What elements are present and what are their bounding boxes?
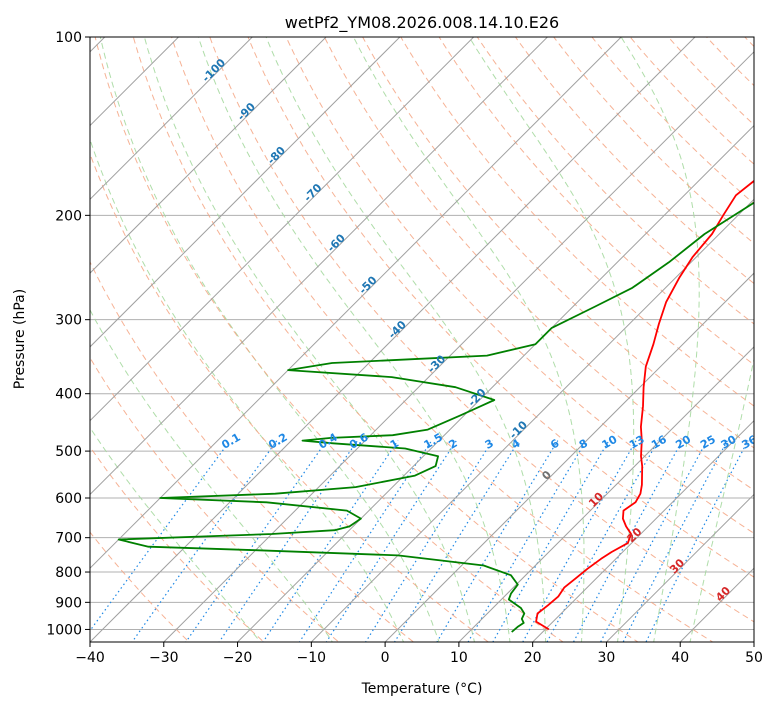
dry-adiabat-line: [757, 10, 775, 654]
mixing-ratio-label: 13: [627, 433, 647, 452]
mixing-ratio-label: 0.6: [347, 431, 371, 452]
isotherm-label: -50: [356, 273, 379, 296]
mixing-ratio-label: 1: [388, 437, 401, 452]
mixing-ratio-line: [211, 441, 357, 654]
dry-adiabat-line: [89, 10, 580, 654]
dry-adiabat-line: [682, 10, 775, 654]
y-tick-label: 800: [55, 565, 82, 581]
isotherm-line: [0, 10, 427, 654]
mixing-ratio-label: 0.1: [219, 431, 242, 452]
x-tick-label: −10: [297, 650, 327, 666]
mixing-ratio-line: [567, 441, 682, 654]
moist-adiabat-line: [144, 37, 477, 654]
mixing-ratio-label: 36: [739, 433, 759, 452]
isotherm-line: [0, 10, 279, 654]
mixing-ratio-label: 10: [600, 433, 620, 452]
isotherm-line: [521, 10, 775, 654]
x-tick-label: 40: [671, 650, 689, 666]
x-tick-label: 10: [450, 650, 468, 666]
moist-adiabat-line: [469, 37, 634, 654]
dry-adiabat-line: [200, 10, 775, 654]
mixing-ratio-label: 2: [446, 437, 459, 452]
moist-adiabat-line: [4, 37, 340, 654]
isotherm-line: [0, 10, 353, 654]
mixing-ratio-label: 3: [483, 437, 496, 452]
isotherm-line: [742, 10, 775, 654]
isotherm-label: -80: [265, 144, 288, 167]
y-axis-label: Pressure (hPa): [12, 289, 28, 389]
mixing-ratio-line: [292, 441, 432, 654]
mixing-ratio-line: [358, 441, 492, 654]
grid-lines: [90, 37, 754, 629]
dry-adiabat-line: [15, 10, 429, 654]
y-tick-label: 1000: [46, 622, 82, 638]
moist-adiabat-line: [688, 37, 775, 654]
y-tick-label: 600: [55, 491, 82, 507]
moist-adiabat-line: [354, 37, 585, 654]
isotherm-label: -60: [325, 231, 348, 254]
mixing-ratio-line: [541, 441, 659, 654]
mixing-ratio-label: 6: [548, 436, 561, 451]
dry-adiabat-line: [52, 10, 505, 654]
x-tick-label: −40: [75, 650, 105, 666]
y-tick-label: 700: [55, 531, 82, 547]
x-tick-label: −20: [223, 650, 253, 666]
isotherm-label: -70: [301, 181, 324, 204]
x-tick-label: 50: [745, 650, 763, 666]
x-tick-label: −30: [149, 650, 179, 666]
y-tick-label: 900: [55, 595, 82, 611]
dry-adiabat-line: [497, 10, 775, 654]
x-tick-label: 0: [381, 650, 390, 666]
mixing-ratio-line: [595, 441, 707, 654]
moist-adiabat-line: [0, 37, 270, 654]
x-axis: −40 −30 −20 −10 0 10 20 30 40 50: [75, 642, 763, 666]
isotherm-label: 10: [586, 490, 606, 510]
dry-adiabat-line: [719, 10, 775, 654]
x-axis-label: Temperature (°C): [361, 681, 483, 697]
x-tick-label: 30: [598, 650, 616, 666]
y-tick-label: 200: [55, 208, 82, 224]
isotherm-label: 40: [713, 584, 733, 604]
x-tick-label: 20: [524, 650, 542, 666]
mixing-ratio-line: [124, 441, 277, 654]
isotherm-line: [299, 10, 775, 654]
temperature-profile-line: [536, 37, 775, 629]
isotherm-line: [373, 10, 775, 654]
moist-adiabat-lines: [0, 37, 775, 654]
mixing-ratio-line: [617, 441, 727, 654]
chart-title: wetPf2_YM08.2026.008.14.10.E26: [285, 13, 559, 33]
moist-adiabat-line: [266, 37, 546, 654]
dry-adiabat-line: [386, 10, 775, 654]
y-axis: 100 200 300 400 500 600 700 800 900 1000: [46, 30, 90, 638]
y-tick-label: 100: [55, 30, 82, 46]
moist-adiabat-line: [198, 37, 511, 654]
y-tick-label: 500: [55, 444, 82, 460]
dry-adiabat-line: [645, 10, 775, 654]
mixing-ratio-line: [516, 441, 636, 654]
y-tick-label: 400: [55, 387, 82, 403]
sounding-profiles: [119, 37, 775, 632]
dry-adiabat-line: [0, 10, 353, 654]
isotherm-label: -20: [465, 386, 488, 409]
isotherm-label: 30: [667, 556, 687, 576]
mixing-ratio-line: [430, 441, 558, 654]
isotherm-line: [668, 10, 775, 654]
mixing-ratio-label: 25: [698, 433, 718, 452]
mixing-ratio-label: 0.4: [316, 431, 340, 452]
y-tick-label: 300: [55, 313, 82, 329]
isotherm-line: [226, 10, 775, 654]
isotherm-label: -30: [425, 352, 448, 375]
mixing-ratio-line: [255, 441, 398, 654]
dry-adiabat-line: [423, 10, 775, 654]
isotherm-line: [0, 10, 58, 654]
isotherm-label: -40: [386, 318, 409, 341]
dewpoint-profile-line: [119, 37, 775, 632]
mixing-ratio-label: 1.5: [422, 431, 445, 452]
mixing-ratio-label: 0.2: [266, 431, 289, 452]
dry-adiabat-line: [237, 10, 775, 654]
